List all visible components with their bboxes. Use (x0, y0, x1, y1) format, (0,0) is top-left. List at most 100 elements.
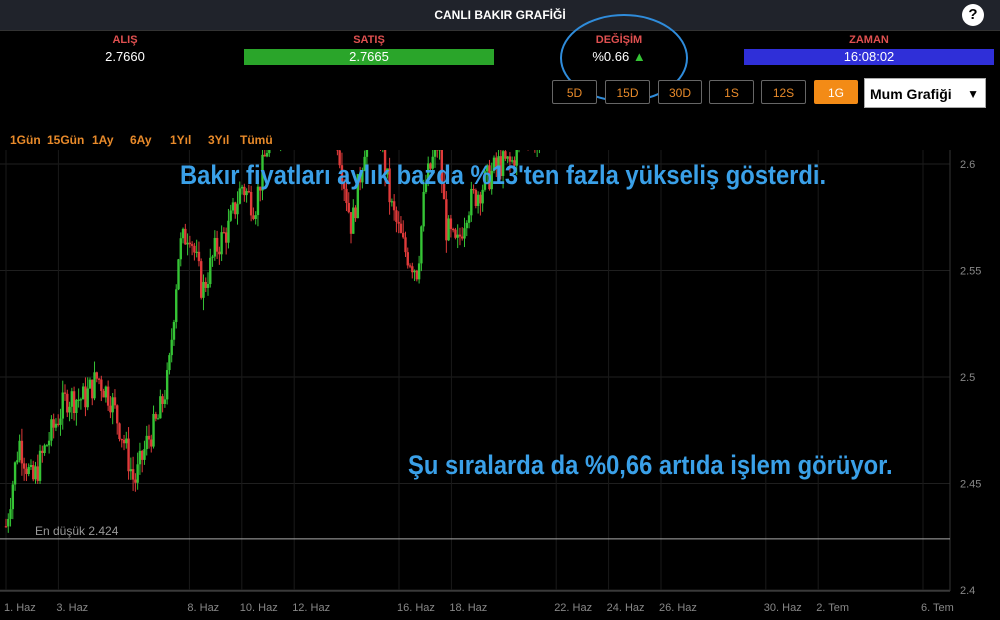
candle-body (265, 153, 269, 157)
candle-body (243, 186, 246, 196)
chevron-down-icon: ▼ (967, 87, 979, 101)
candle-body (490, 170, 493, 190)
candle-body (202, 281, 205, 298)
candle-body (172, 321, 176, 340)
candle-body (70, 391, 74, 407)
interval-button-1g[interactable]: 1G (814, 80, 858, 104)
candle-body (200, 261, 203, 298)
candle-body (340, 165, 344, 183)
satis-value: 2.7665 (244, 49, 494, 65)
alis-label: ALIŞ (112, 34, 138, 46)
range-link-5[interactable]: 3Yıl (208, 133, 230, 147)
degisim-value: %0.66 (592, 49, 630, 64)
candle-body (45, 445, 49, 447)
candle-body (411, 266, 414, 273)
candle-body (154, 413, 158, 419)
candle-body (388, 168, 391, 203)
candle-body (249, 192, 253, 216)
candle-body (406, 252, 409, 266)
annotation-bottom: Şu sıralarda da %0,66 artıda işlem görüy… (408, 450, 893, 480)
candle-body (449, 218, 453, 229)
x-tick-label: 16. Haz (397, 602, 435, 614)
candle-body (38, 450, 42, 481)
candle-body (220, 232, 223, 255)
candle-body (424, 182, 428, 192)
interval-button-5d[interactable]: 5D (552, 80, 597, 104)
candle-body (495, 157, 498, 167)
range-link-2[interactable]: 1Ay (92, 133, 114, 147)
candle-body (224, 232, 228, 243)
candle-body (50, 419, 53, 441)
range-link-0[interactable]: 1Gün (10, 133, 41, 147)
candle-body (145, 435, 148, 450)
candle-body (358, 174, 362, 183)
candle-body (113, 397, 117, 406)
candle-body (63, 392, 67, 394)
range-link-6[interactable]: Tümü (240, 133, 273, 147)
up-arrow-icon: ▲ (632, 49, 646, 64)
candle-body (261, 154, 264, 191)
interval-button-15d[interactable]: 15D (605, 80, 650, 104)
candle-body (104, 386, 108, 398)
candle-body (497, 156, 500, 167)
candle-body (106, 386, 110, 406)
candle-body (479, 194, 482, 204)
candle-body (84, 386, 87, 408)
x-tick-label: 24. Haz (607, 602, 645, 614)
range-link-3[interactable]: 6Ay (130, 133, 152, 147)
candle-body (218, 251, 221, 255)
annotation-top: Bakır fiyatları aylık bazda %13'ten fazl… (180, 160, 827, 190)
chart-type-select[interactable]: Mum Grafiği ▼ (864, 78, 986, 108)
y-tick-label: 2.55 (960, 266, 981, 278)
candle-body (488, 165, 491, 190)
candle-body (352, 207, 355, 234)
candle-body (66, 393, 69, 413)
candle-body (186, 242, 189, 245)
candle-body (20, 440, 24, 464)
candle-body (177, 259, 180, 290)
interval-button-1s[interactable]: 1S (709, 80, 754, 104)
candle-body (111, 397, 114, 413)
candle-body (206, 284, 210, 288)
candle-body (54, 423, 58, 428)
candle-body (234, 202, 237, 215)
candle-body (136, 464, 139, 483)
candle-body (447, 218, 450, 241)
candle-body (252, 215, 255, 219)
zaman-label: ZAMAN (849, 34, 889, 46)
candle-body (433, 150, 437, 157)
help-icon[interactable]: ? (962, 4, 984, 26)
candle-body (175, 289, 178, 322)
candle-body (254, 215, 257, 219)
candle-body (408, 265, 412, 267)
candle-body (22, 463, 26, 469)
chart-type-value: Mum Grafiği (870, 86, 952, 102)
candle-body (9, 509, 12, 519)
candle-body (95, 372, 98, 379)
candle-body (451, 228, 455, 231)
candle-body (193, 245, 196, 253)
interval-button-12s[interactable]: 12S (761, 80, 806, 104)
candle-body (363, 156, 366, 171)
interval-button-30d[interactable]: 30D (658, 80, 702, 104)
candle-body (143, 449, 146, 460)
range-link-1[interactable]: 15Gün (47, 133, 85, 147)
candle-body (150, 439, 153, 447)
satis-quote: SATIŞ 2.7665 (244, 34, 494, 68)
candle-body (77, 399, 80, 401)
candle-body (445, 199, 448, 241)
degisim-label: DEĞİŞİM (595, 34, 643, 46)
range-link-4[interactable]: 1Yıl (170, 133, 192, 147)
candle-body (245, 191, 248, 196)
candle-body (81, 386, 85, 400)
candle-body (365, 150, 369, 157)
candle-body (413, 270, 416, 273)
title-bar: CANLI BAKIR GRAFİĞİ ? (0, 0, 1000, 31)
candle-body (383, 150, 387, 175)
candle-body (204, 281, 207, 288)
candle-body (91, 379, 94, 399)
x-tick-label: 2. Tem (816, 602, 849, 614)
candle-body (43, 445, 46, 454)
candle-body (347, 202, 350, 213)
candle-body (36, 466, 39, 481)
